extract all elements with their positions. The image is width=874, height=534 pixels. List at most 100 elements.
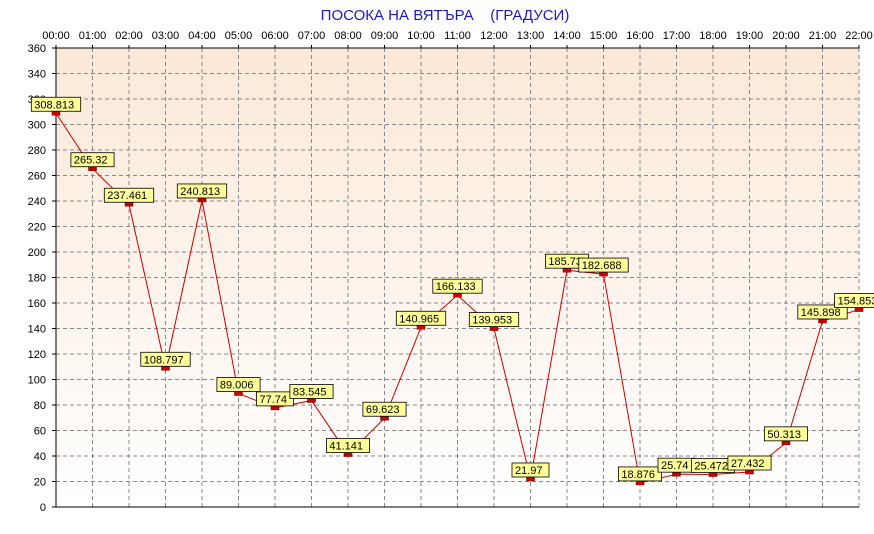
data-label-text: 18.876 [621,469,655,481]
y-tick-label: 200 [28,247,46,259]
series-wind-direction [51,110,864,486]
y-tick-label: 260 [28,171,46,183]
y-tick-label: 180 [28,273,46,285]
data-label-box [578,257,629,273]
axes: 0204060801001201401601802002202402602803… [28,30,873,514]
chart-title: ПОСОКА НА ВЯТЪРА (ГРАДУСИ) [321,7,570,24]
x-tick-label: 10:00 [407,30,435,42]
x-tick-label: 08:00 [334,30,362,42]
data-label-text: 139.953 [472,315,512,327]
data-label-text: 154.853 [838,296,874,308]
data-label-box [362,401,407,417]
data-label: 237.461 [103,187,155,203]
data-label: 27.432 [727,455,772,471]
data-label-box [289,384,334,399]
data-label-box [216,377,261,392]
x-tick-label: 01:00 [79,30,107,42]
y-tick-label: 220 [28,222,46,234]
x-tick-label: 13:00 [517,30,545,42]
data-label-box [468,312,520,327]
data-label-box [176,183,228,199]
data-label-box [764,426,809,442]
data-label: 83.545 [289,384,334,399]
x-tick-label: 04:00 [188,30,216,42]
data-label: 21.97 [511,462,550,478]
data-label: 139.953 [468,312,520,327]
y-tick-label: 100 [28,375,46,387]
data-label-text: 77.74 [260,394,288,406]
data-label: 25.472 [691,458,736,473]
data-label: 154.853 [834,293,874,308]
data-label: 77.74 [256,391,294,407]
data-label: 50.313 [764,426,809,442]
y-tick-label: 160 [28,298,46,310]
y-tick-label: 140 [28,324,46,336]
data-label-box [834,293,874,308]
data-label-box [70,152,115,168]
data-label-box [395,310,447,326]
data-label: 41.141 [325,438,370,453]
y-tick-label: 0 [40,502,46,514]
data-label-box [325,438,370,453]
data-label-box [727,455,772,471]
data-label: 166.133 [432,278,483,294]
data-label: 265.32 [70,152,115,168]
data-label-text: 108.797 [144,354,184,366]
data-label: 308.813 [30,96,82,112]
data-labels: 308.813 265.32 237.461 108.797 240.813 89.006… [30,96,874,482]
x-tick-label: 19:00 [736,30,764,42]
x-tick-label: 05:00 [225,30,253,42]
y-tick-label: 120 [28,349,46,361]
data-label-text: 50.313 [767,429,801,441]
y-tick-label: 80 [34,400,46,412]
data-label: 25.74 [657,457,696,473]
x-tick-label: 20:00 [772,30,800,42]
y-tick-label: 40 [34,451,46,463]
data-label: 108.797 [140,351,191,367]
x-tick-label: 16:00 [626,30,654,42]
y-tick-label: 300 [28,120,46,132]
data-label-box [103,187,155,203]
x-tick-label: 03:00 [152,30,180,42]
data-label-text: 145.898 [801,307,841,319]
x-tick-label: 00:00 [42,30,70,42]
data-label: 240.813 [176,183,228,199]
data-label: 18.876 [618,466,663,482]
y-tick-label: 240 [28,196,46,208]
data-label: 89.006 [216,377,261,392]
x-tick-label: 07:00 [298,30,326,42]
data-label-box [256,391,294,407]
data-label-text: 69.623 [366,404,400,416]
data-label-text: 308.813 [34,99,74,111]
data-label-text: 41.141 [329,441,363,453]
x-tick-label: 21:00 [809,30,837,42]
x-tick-label: 18:00 [699,30,727,42]
data-label-text: 25.472 [694,461,728,473]
data-label-box [432,278,483,294]
y-tick-label: 60 [34,426,46,438]
x-tick-label: 09:00 [371,30,399,42]
grid [56,47,860,507]
y-tick-label: 20 [34,477,46,489]
data-label: 69.623 [362,401,407,417]
x-tick-label: 17:00 [663,30,691,42]
data-label-text: 240.813 [180,186,220,198]
data-label-text: 27.432 [731,458,765,470]
data-label-text: 89.006 [220,380,254,392]
data-label-text: 265.32 [74,155,108,167]
data-label-box [30,96,82,112]
data-label: 145.898 [797,304,848,320]
x-tick-label: 14:00 [553,30,581,42]
data-label-box [618,466,663,482]
x-tick-label: 15:00 [590,30,618,42]
data-label-text: 21.97 [515,465,543,477]
x-tick-label: 12:00 [480,30,508,42]
x-tick-label: 02:00 [115,30,143,42]
x-tick-label: 06:00 [261,30,289,42]
data-label-box [511,462,550,478]
data-label-box [797,304,848,320]
data-label-text: 83.545 [293,386,327,398]
data-label-box [140,351,191,367]
